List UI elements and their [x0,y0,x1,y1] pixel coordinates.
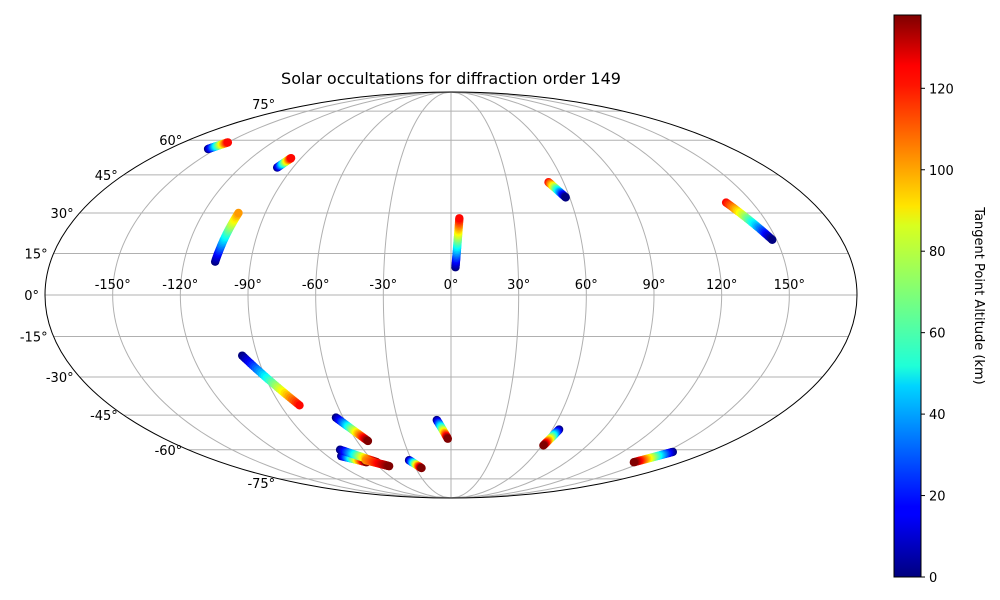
lon-tick-label: -120° [162,278,198,293]
lon-tick-label: 150° [774,278,805,293]
track-point [629,458,639,467]
track-point [223,138,233,147]
lat-tick-label: -15° [20,331,48,346]
colorbar-tick-label: 60 [929,327,946,342]
lon-tick-label: 60° [575,278,598,293]
occultation-track [203,138,233,154]
meridian-line [179,92,452,498]
occultation-track [361,456,394,471]
track-point [286,153,296,163]
track-point [295,401,304,410]
colorbar-tick-label: 20 [929,490,946,505]
lat-tick-label: -60° [155,444,183,459]
occultation-track [544,178,570,202]
lon-tick-label: -150° [95,278,131,293]
lat-tick-label: -75° [247,477,275,492]
occultation-track [629,447,678,467]
track-point [561,193,570,202]
meridian-line [247,92,452,498]
colorbar-label: Tangent Point Altitude (km) [971,206,986,384]
lat-tick-label: 15° [25,247,48,262]
meridian-line [315,92,452,498]
colorbar-gradient [893,14,922,578]
track-point [417,463,426,473]
graticule [45,92,857,498]
latitude-tick-labels: 75° 60° 45° 30° 15° 0° -15° -30° -45° -60° -75° [20,98,275,492]
occultation-track [451,214,464,272]
meridian-line [450,92,655,498]
occultation-track [210,208,243,266]
track-point [443,434,453,443]
occultation-track [721,198,777,244]
lat-tick-label: 75° [252,98,275,113]
meridian-line [450,92,723,498]
track-point [363,436,373,446]
lat-tick-label: -30° [46,371,74,386]
lon-tick-label: -90° [234,278,262,293]
occultation-track [539,425,564,450]
lon-tick-label: -30° [369,278,397,293]
track-point [234,208,243,218]
occultation-track [404,456,426,473]
occultation-track [432,415,453,443]
colorbar-tick-label: 0 [929,571,937,586]
longitude-tick-labels: -150° -120° -90° -60° -30° 0° 30° 60° 90° 120° 150… [95,278,805,293]
colorbar-tick-label: 40 [929,408,946,423]
meridian-line [382,92,452,498]
lat-tick-label: 60° [159,134,182,149]
lon-tick-label: 30° [507,278,530,293]
colorbar-tick-label: 100 [929,164,954,179]
track-point [768,235,777,244]
meridian-line [450,92,587,498]
lat-tick-label: 30° [51,207,74,222]
lon-tick-label: -60° [302,278,330,293]
lat-tick-label: 45° [95,169,118,184]
occultation-tracks [203,138,777,473]
track-point [384,461,394,471]
lat-tick-label: -45° [90,409,118,424]
colorbar-tick-label: 80 [929,245,946,260]
lon-tick-label: 90° [642,278,665,293]
occultation-track [331,413,373,446]
lon-tick-label: 120° [706,278,737,293]
colorbar-ticks: 0 20 40 60 80 100 120 [921,82,954,586]
occultation-track [272,153,296,172]
chart-title: Solar occultations for diffraction order… [281,69,621,88]
lat-tick-label: 0° [24,289,39,304]
lon-tick-label: 0° [444,278,459,293]
colorbar-tick-label: 120 [929,82,954,97]
track-point [539,441,548,450]
colorbar: 0 20 40 60 80 100 120 Tangent Point Altitude (… [893,14,986,586]
track-point [455,214,464,223]
map-boundary [44,91,858,499]
meridian-line [450,92,520,498]
occultation-track [238,351,304,410]
meridian-line [112,92,452,498]
